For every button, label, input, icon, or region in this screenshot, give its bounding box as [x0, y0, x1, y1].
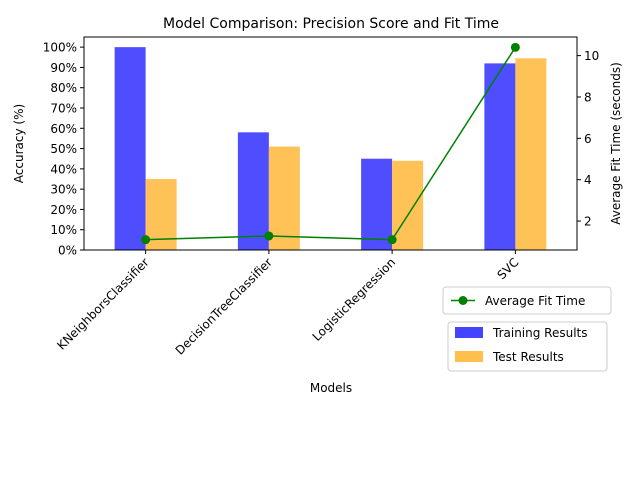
left-axis: 0% 10% 20% 30% 40% 50% 60% 70% 80% 90% 100%	[43, 41, 84, 258]
x-tick-label: LogisticRegression	[310, 255, 399, 344]
y-tick-label: 40%	[50, 162, 77, 176]
x-axis-label: Models	[310, 381, 352, 395]
y-tick-label: 70%	[50, 102, 77, 116]
legend-line-box	[442, 286, 612, 315]
bars-layer	[114, 47, 547, 251]
legend-line-label: Average Fit Time	[485, 294, 585, 308]
legend-bars-box	[447, 321, 608, 372]
bar-training-results-1	[237, 132, 269, 250]
bar-test-results-3	[515, 58, 547, 250]
y-tick-label: 60%	[50, 122, 77, 136]
x-tick-label: KNeighborsClassifier	[54, 255, 151, 352]
bar-training-results-2	[361, 158, 393, 250]
y-axis-label: Accuracy (%)	[12, 104, 26, 183]
y-tick-label: 10%	[50, 223, 77, 237]
y-tick-label: 0%	[58, 244, 77, 258]
chart-title: Model Comparison: Precision Score and Fi…	[163, 16, 499, 32]
legend-label-test: Test Results	[492, 350, 564, 364]
bar-training-results-3	[484, 63, 516, 250]
fit-time-line-layer	[141, 42, 520, 245]
fit-time-point-2	[387, 235, 397, 245]
y-right-tick-label: 10	[584, 49, 599, 63]
y-tick-label: 50%	[50, 142, 77, 156]
bar-training-results-0	[114, 47, 146, 251]
fit-time-line	[145, 46, 517, 241]
right-axis: 2 4 6 8 10	[577, 49, 599, 229]
y-axis-right-label: Average Fit Time (seconds)	[609, 62, 623, 225]
bar-test-results-1	[268, 146, 300, 250]
y-right-tick-label: 4	[584, 173, 592, 187]
fit-time-point-3	[510, 42, 520, 52]
y-tick-label: 30%	[50, 183, 77, 197]
legend-label-training: Training Results	[492, 326, 588, 340]
y-tick-label: 100%	[43, 41, 77, 55]
fit-time-point-0	[141, 235, 151, 245]
y-right-tick-label: 8	[584, 90, 592, 104]
legend-line-marker	[458, 296, 468, 305]
y-tick-label: 20%	[50, 203, 77, 217]
legend-bars: Training Results Test Results	[447, 321, 608, 372]
legend-line: Average Fit Time	[442, 286, 612, 315]
legend-swatch-training	[455, 327, 483, 338]
legend-swatch-test	[455, 351, 483, 362]
y-right-tick-label: 2	[584, 215, 592, 229]
x-tick-label: SVC	[494, 255, 521, 282]
y-tick-label: 80%	[50, 81, 77, 95]
y-tick-label: 90%	[50, 61, 77, 75]
x-tick-label: DecisionTreeClassifier	[173, 255, 275, 357]
y-right-tick-label: 6	[584, 132, 592, 146]
bar-test-results-2	[392, 160, 424, 250]
plot-frame	[83, 36, 578, 251]
fit-time-point-1	[264, 231, 274, 241]
